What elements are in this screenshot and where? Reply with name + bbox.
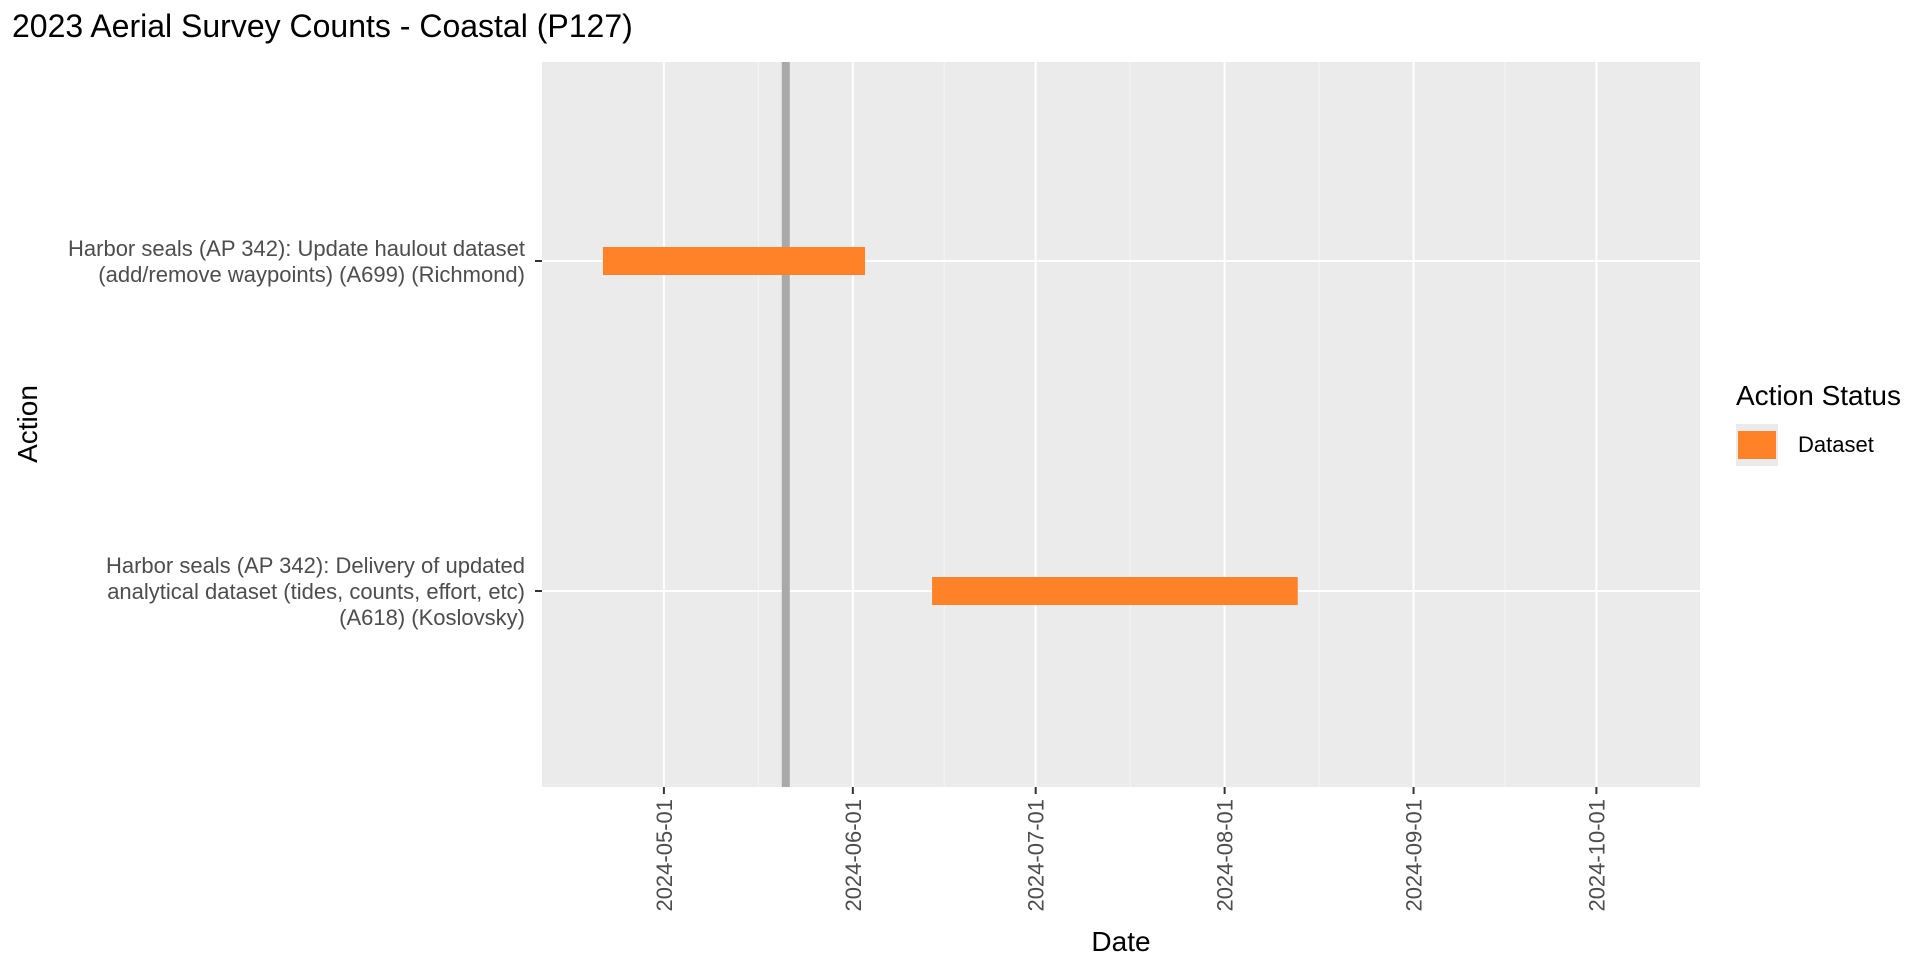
y-tick-label: Harbor seals (AP 342): Update haulout da…: [68, 236, 525, 287]
gantt-bar: [602, 247, 866, 275]
x-tick-label: 2024-05-01: [652, 799, 677, 912]
chart-title: 2023 Aerial Survey Counts - Coastal (P12…: [12, 8, 633, 44]
x-axis-title: Date: [1091, 926, 1150, 957]
legend-key: [1736, 424, 1778, 466]
x-tick-label: 2024-09-01: [1402, 799, 1427, 912]
bar-layer: [602, 247, 1298, 605]
plot-panel: [542, 62, 1700, 787]
y-axis-title: Action: [12, 385, 43, 463]
y-tick-label: Harbor seals (AP 342): Delivery of updat…: [106, 553, 525, 630]
x-tick-label: 2024-10-01: [1584, 799, 1609, 912]
x-tick-label: 2024-06-01: [841, 799, 866, 912]
x-tick-label: 2024-08-01: [1213, 799, 1238, 912]
axis-layer: 2024-05-01 2024-06-01 2024-07-01 2024-08-01…: [68, 236, 1609, 912]
legend-swatch: [1738, 431, 1776, 459]
legend: Action Status Dataset: [1736, 380, 1901, 466]
legend-item-dataset: Dataset: [1736, 424, 1901, 466]
legend-label: Dataset: [1798, 432, 1874, 457]
gantt-bar: [932, 577, 1298, 605]
grid-lines: [542, 62, 1700, 787]
x-tick-label: 2024-07-01: [1024, 799, 1049, 912]
legend-title: Action Status: [1736, 380, 1901, 411]
